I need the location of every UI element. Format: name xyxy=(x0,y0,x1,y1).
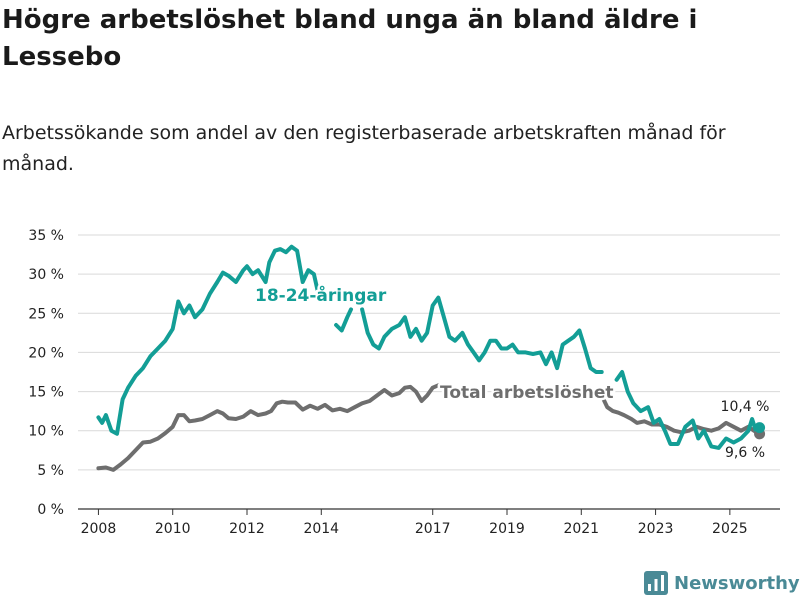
series-line-youth xyxy=(614,370,762,450)
x-tick-label: 2014 xyxy=(303,521,339,537)
series-line-youth xyxy=(96,244,321,436)
y-tick-label: 5 % xyxy=(37,463,64,479)
x-tick-label: 2012 xyxy=(229,521,265,537)
chart-title: Högre arbetslöshet bland unga än bland ä… xyxy=(2,5,698,72)
x-axis-ticks: 2008 2010 2012 2014 2017 2019 2021 2023 2025 xyxy=(81,509,748,537)
y-tick-label: 20 % xyxy=(28,345,64,361)
series-label-youth: 18-24-åringar xyxy=(255,284,387,306)
bar-chart-icon xyxy=(644,571,668,595)
grid-lines xyxy=(78,234,780,510)
x-tick-label: 2019 xyxy=(489,521,525,537)
x-tick-label: 2025 xyxy=(712,521,748,537)
x-tick-label: 2021 xyxy=(563,521,599,537)
end-label-total: 9,6 % xyxy=(725,445,765,461)
chart-subtitle: Arbetssökande som andel av den registerb… xyxy=(2,122,726,175)
x-tick-label: 2017 xyxy=(415,521,451,537)
logo-text: Newsworthy xyxy=(674,572,800,594)
y-tick-label: 30 % xyxy=(28,267,64,283)
y-tick-label: 25 % xyxy=(28,306,64,322)
end-label-youth: 10,4 % xyxy=(721,399,770,415)
series-label-total: Total arbetslöshet xyxy=(440,383,614,403)
y-tick-label: 35 % xyxy=(28,228,64,244)
y-tick-label: 0 % xyxy=(37,502,64,518)
series-lines xyxy=(96,244,766,472)
series-line-total xyxy=(96,383,448,472)
series-line-youth xyxy=(334,307,353,333)
x-tick-label: 2023 xyxy=(638,521,674,537)
x-tick-label: 2008 xyxy=(81,521,117,537)
y-tick-label: 15 % xyxy=(28,385,64,401)
series-line-youth xyxy=(360,295,604,374)
y-tick-label: 10 % xyxy=(28,424,64,440)
newsworthy-logo: Newsworthy xyxy=(644,568,800,598)
series-line-total xyxy=(599,393,762,436)
series-labels: Total arbetslöshet 18-24-åringar 10,4 % 9,6… xyxy=(253,282,770,462)
x-tick-label: 2010 xyxy=(155,521,191,537)
end-point-youth xyxy=(754,422,766,434)
y-axis-ticks: 0 % 5 % 10 % 15 % 20 % 25 % 30 % 35 % xyxy=(28,228,64,518)
